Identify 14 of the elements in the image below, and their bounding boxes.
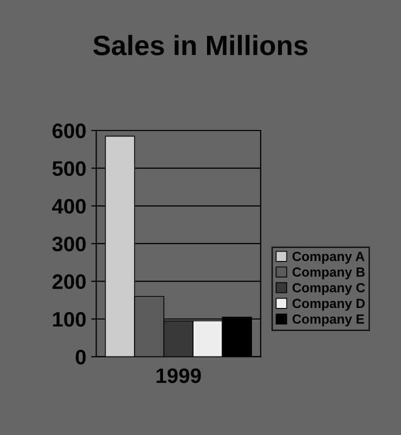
legend-label: Company E	[292, 314, 364, 326]
y-tick-label: 300	[52, 236, 86, 252]
y-tick-label: 500	[52, 161, 86, 176]
y-tick-label: 600	[52, 124, 86, 138]
legend-label: Company D	[292, 298, 365, 311]
y-tick-label: 400	[52, 198, 86, 214]
y-tick-label: 0	[76, 350, 86, 364]
chart-title: Sales in Millions	[93, 34, 308, 56]
x-tick-label: 1999	[156, 368, 201, 384]
legend-label: Company C	[292, 283, 365, 296]
y-tick-label: 200	[52, 274, 86, 290]
legend-label: Company B	[292, 267, 365, 280]
y-tick-label: 100	[53, 312, 86, 327]
legend-label: Company A	[292, 252, 364, 264]
